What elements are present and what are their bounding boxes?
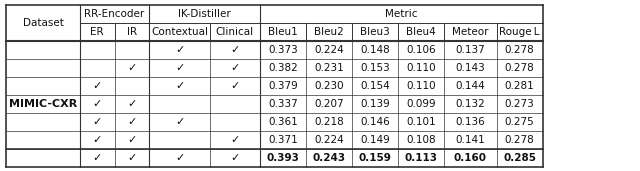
Text: Meteor: Meteor [452, 27, 489, 37]
Text: Bleu2: Bleu2 [314, 27, 344, 37]
Text: 0.153: 0.153 [360, 63, 390, 73]
Text: 0.337: 0.337 [268, 99, 298, 109]
Text: ✓: ✓ [93, 81, 102, 91]
Text: Bleu3: Bleu3 [360, 27, 390, 37]
Text: 0.148: 0.148 [360, 45, 390, 55]
Text: 0.137: 0.137 [456, 45, 485, 55]
Text: 0.393: 0.393 [266, 153, 300, 163]
Text: 0.218: 0.218 [314, 117, 344, 127]
Text: ✓: ✓ [127, 99, 136, 109]
Text: ✓: ✓ [175, 45, 184, 55]
Text: ✓: ✓ [93, 117, 102, 127]
Text: Dataset: Dataset [23, 18, 63, 28]
Text: ✓: ✓ [230, 153, 239, 163]
Text: 0.278: 0.278 [505, 63, 534, 73]
Text: 0.243: 0.243 [312, 153, 346, 163]
Text: ✓: ✓ [93, 135, 102, 145]
Text: 0.101: 0.101 [406, 117, 436, 127]
Text: 0.273: 0.273 [505, 99, 534, 109]
Text: 0.154: 0.154 [360, 81, 390, 91]
Text: 0.113: 0.113 [404, 153, 438, 163]
Text: 0.285: 0.285 [503, 153, 536, 163]
Text: 0.207: 0.207 [314, 99, 344, 109]
Text: 0.149: 0.149 [360, 135, 390, 145]
Text: 0.278: 0.278 [505, 135, 534, 145]
Text: ✓: ✓ [175, 63, 184, 73]
Text: 0.373: 0.373 [268, 45, 298, 55]
Text: ✓: ✓ [230, 135, 239, 145]
Text: 0.139: 0.139 [360, 99, 390, 109]
Text: 0.141: 0.141 [456, 135, 485, 145]
Text: 0.108: 0.108 [406, 135, 436, 145]
Text: ✓: ✓ [230, 81, 239, 91]
Text: 0.106: 0.106 [406, 45, 436, 55]
Text: IR: IR [127, 27, 137, 37]
Text: ✓: ✓ [175, 81, 184, 91]
Text: 0.136: 0.136 [456, 117, 485, 127]
Text: ✓: ✓ [127, 63, 136, 73]
Text: Clinical: Clinical [216, 27, 254, 37]
Text: 0.361: 0.361 [268, 117, 298, 127]
Text: 0.379: 0.379 [268, 81, 298, 91]
Text: 0.278: 0.278 [505, 45, 534, 55]
Text: Bleu4: Bleu4 [406, 27, 436, 37]
Text: ✓: ✓ [127, 135, 136, 145]
Text: Bleu1: Bleu1 [268, 27, 298, 37]
Text: ✓: ✓ [93, 153, 102, 163]
Text: ✓: ✓ [127, 153, 136, 163]
Text: ✓: ✓ [230, 63, 239, 73]
Text: ✓: ✓ [175, 153, 184, 163]
Text: 0.275: 0.275 [505, 117, 534, 127]
Text: 0.230: 0.230 [314, 81, 344, 91]
Text: ✓: ✓ [230, 45, 239, 55]
Text: 0.281: 0.281 [505, 81, 534, 91]
Text: 0.371: 0.371 [268, 135, 298, 145]
Text: ER: ER [90, 27, 104, 37]
Text: 0.110: 0.110 [406, 63, 436, 73]
Text: Rouge L: Rouge L [499, 27, 540, 37]
Text: 0.160: 0.160 [454, 153, 487, 163]
Text: ✓: ✓ [127, 117, 136, 127]
Text: 0.382: 0.382 [268, 63, 298, 73]
Text: 0.159: 0.159 [358, 153, 392, 163]
Text: Metric: Metric [385, 9, 417, 19]
Text: 0.110: 0.110 [406, 81, 436, 91]
Text: ✓: ✓ [93, 99, 102, 109]
Text: 0.144: 0.144 [456, 81, 485, 91]
Text: 0.146: 0.146 [360, 117, 390, 127]
Text: 0.132: 0.132 [456, 99, 485, 109]
Text: MIMIC-CXR: MIMIC-CXR [9, 99, 77, 109]
Text: 0.099: 0.099 [406, 99, 436, 109]
Text: 0.231: 0.231 [314, 63, 344, 73]
Text: 0.224: 0.224 [314, 135, 344, 145]
Text: 0.224: 0.224 [314, 45, 344, 55]
Text: ✓: ✓ [175, 117, 184, 127]
Text: RR-Encoder: RR-Encoder [84, 9, 145, 19]
Text: 0.143: 0.143 [456, 63, 485, 73]
Text: Contextual: Contextual [151, 27, 208, 37]
Text: IK-Distiller: IK-Distiller [178, 9, 231, 19]
